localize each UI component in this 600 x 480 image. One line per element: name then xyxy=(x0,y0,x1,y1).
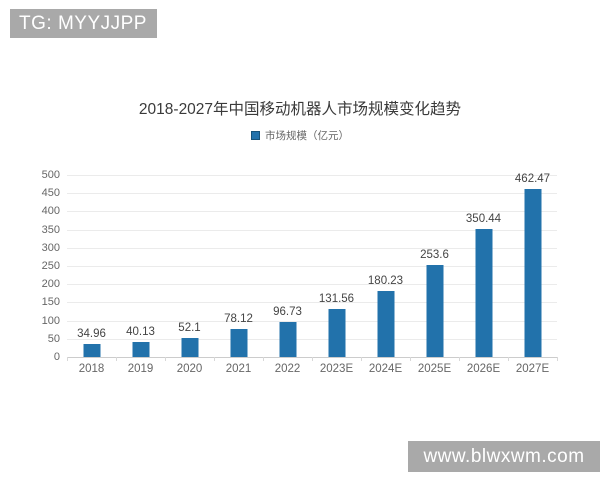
column: 462.47 2027E xyxy=(508,173,557,375)
gridline xyxy=(67,175,557,176)
gridline xyxy=(67,302,557,303)
y-tick-label: 150 xyxy=(41,296,60,308)
x-tick-label: 2022 xyxy=(274,363,301,375)
x-tick-label: 2027E xyxy=(515,363,550,375)
gridline xyxy=(67,266,557,267)
bar-value-label: 131.56 xyxy=(318,293,355,305)
column: 350.44 2026E xyxy=(459,175,508,375)
x-tick-label: 2025E xyxy=(417,363,452,375)
y-tick-label: 350 xyxy=(41,224,60,236)
bar[interactable] xyxy=(524,189,541,357)
plot-area: 0 50 100 150 200 250 300 350 400 450 500 34.96 2018 4… xyxy=(42,169,558,375)
x-tick-label: 2026E xyxy=(466,363,501,375)
bar-value-label: 78.12 xyxy=(224,313,253,325)
bar-value-label: 96.73 xyxy=(273,306,302,318)
x-tick-mark xyxy=(214,357,215,361)
x-tick-mark xyxy=(263,357,264,361)
bar[interactable] xyxy=(279,322,296,357)
x-tick-mark xyxy=(508,357,509,361)
gridline xyxy=(67,193,557,194)
x-tick-label: 2020 xyxy=(176,363,203,375)
y-tick-label: 100 xyxy=(41,315,60,327)
x-tick-mark xyxy=(557,357,558,361)
x-tick-label: 2023E xyxy=(319,363,354,375)
watermark-site-badge: www.blwxwm.com xyxy=(408,441,600,472)
x-tick-label: 2024E xyxy=(368,363,403,375)
y-tick-label: 300 xyxy=(41,242,60,254)
x-tick-mark xyxy=(67,357,68,361)
column: 96.73 2022 xyxy=(263,175,312,375)
chart-title: 2018-2027年中国移动机器人市场规模变化趋势 xyxy=(138,101,462,118)
bar-value-label: 180.23 xyxy=(367,275,404,287)
x-tick-mark xyxy=(116,357,117,361)
bar-value-label: 462.47 xyxy=(514,173,551,185)
gridline xyxy=(67,284,557,285)
y-tick-label: 200 xyxy=(41,278,60,290)
gridline xyxy=(67,230,557,231)
y-tick-label: 450 xyxy=(41,187,60,199)
bar[interactable] xyxy=(426,265,443,357)
bar-value-label: 52.1 xyxy=(178,322,201,334)
gridline xyxy=(67,211,557,212)
bar[interactable] xyxy=(83,344,100,357)
bar[interactable] xyxy=(475,229,492,357)
x-tick-mark xyxy=(165,357,166,361)
column: 52.1 2020 xyxy=(165,175,214,375)
bar[interactable] xyxy=(230,329,247,357)
x-tick-mark xyxy=(459,357,460,361)
bar[interactable] xyxy=(377,291,394,357)
gridline xyxy=(67,321,557,322)
x-tick-mark xyxy=(312,357,313,361)
bar[interactable] xyxy=(181,338,198,357)
column: 180.23 2024E xyxy=(361,175,410,375)
x-tick-mark xyxy=(410,357,411,361)
gridline xyxy=(67,248,557,249)
x-tick-label: 2019 xyxy=(127,363,154,375)
bar[interactable] xyxy=(132,342,149,357)
column: 78.12 2021 xyxy=(214,175,263,375)
legend-swatch-icon xyxy=(251,130,260,140)
bar-value-label: 40.13 xyxy=(126,326,155,338)
column: 131.56 2023E xyxy=(312,175,361,375)
x-tick-label: 2018 xyxy=(78,363,105,375)
column: 34.96 2018 xyxy=(67,175,116,375)
y-tick-label: 400 xyxy=(41,205,60,217)
x-tick-mark xyxy=(361,357,362,361)
bar-value-label: 253.6 xyxy=(420,249,449,261)
y-tick-label: 50 xyxy=(47,333,60,345)
legend-label: 市场规模（亿元） xyxy=(265,129,349,142)
bar-value-label: 34.96 xyxy=(77,328,106,340)
column: 40.13 2019 xyxy=(116,175,165,375)
gridline xyxy=(67,339,557,340)
column: 253.6 2025E xyxy=(410,175,459,375)
bar-value-label: 350.44 xyxy=(465,213,502,225)
bar[interactable] xyxy=(328,309,345,357)
y-tick-label: 0 xyxy=(53,351,60,363)
y-tick-label: 250 xyxy=(41,260,60,272)
legend[interactable]: 市场规模（亿元） xyxy=(40,128,560,142)
x-tick-label: 2021 xyxy=(225,363,252,375)
watermark-tag-badge: TG: MYYJJPP xyxy=(10,9,157,38)
y-tick-label: 500 xyxy=(41,169,60,181)
